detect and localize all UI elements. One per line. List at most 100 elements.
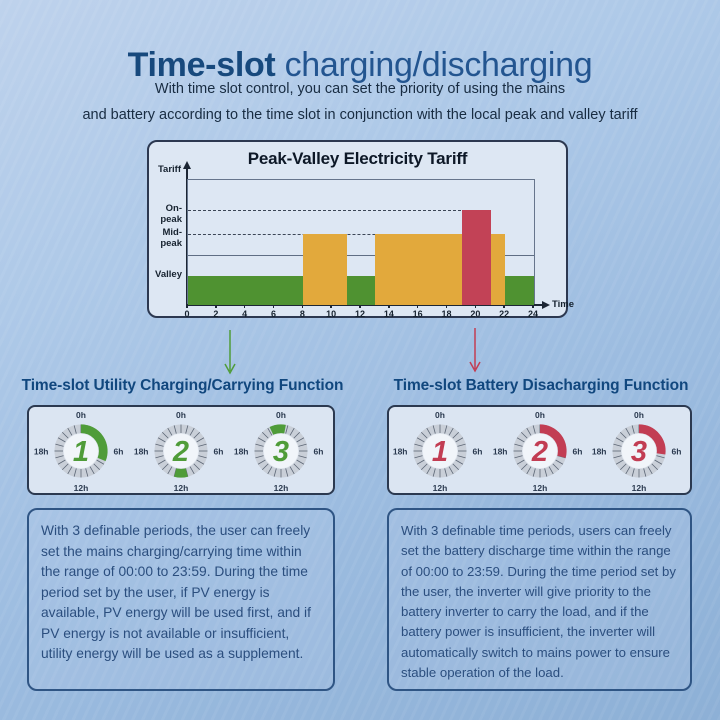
dial-period-arc xyxy=(638,424,666,455)
x-tick-mark xyxy=(215,304,217,308)
dial-tick xyxy=(551,463,559,471)
dial-hour-label: 6h xyxy=(572,447,582,457)
dial-tick xyxy=(613,443,622,447)
dial-tick xyxy=(285,425,289,434)
dial-tick xyxy=(57,437,66,443)
tariff-bar-valley xyxy=(188,276,304,305)
dial-face xyxy=(263,433,299,469)
dial-tick xyxy=(257,437,266,443)
x-tick-label: 2 xyxy=(213,309,219,319)
x-tick-label: 10 xyxy=(326,309,337,319)
dial-tick xyxy=(421,463,428,471)
dial-tick xyxy=(444,468,448,477)
dial-tick xyxy=(73,468,77,477)
dial-tick xyxy=(261,463,269,471)
dial-number: 2 xyxy=(172,436,189,468)
dial-tick xyxy=(273,468,277,477)
subtitle-line-2: and battery according to the time slot i… xyxy=(82,107,638,123)
dial-face xyxy=(521,433,558,469)
dial-tick xyxy=(619,431,627,439)
dial-tick xyxy=(157,437,166,443)
dial-tick xyxy=(289,466,295,475)
x-tick-mark xyxy=(474,304,477,308)
y-level-label-valley: Valley xyxy=(155,269,182,280)
dial-tick xyxy=(298,455,307,459)
dial-tick xyxy=(525,427,531,436)
x-tick-label: 18 xyxy=(441,309,452,319)
x-tick-mark xyxy=(503,304,505,308)
dial-tick xyxy=(455,437,464,443)
dial-hour-label: 12h xyxy=(74,483,89,493)
dial-tick xyxy=(55,455,64,459)
dial-tick xyxy=(198,455,207,459)
dial-face xyxy=(620,433,657,469)
dial-tick xyxy=(452,431,460,439)
dial-tick xyxy=(57,459,66,465)
dial-tick xyxy=(625,466,631,475)
dial-hour-label: 12h xyxy=(274,483,289,493)
dial-tick xyxy=(426,466,432,475)
dial-number: 3 xyxy=(631,436,647,468)
y-axis-label: Tariff xyxy=(157,164,181,175)
dial-tick xyxy=(196,437,205,443)
dial-tick xyxy=(457,443,466,447)
x-tick-label: 12 xyxy=(354,309,365,319)
dial-tick xyxy=(433,425,436,434)
dial-tick xyxy=(261,431,269,439)
tariff-bar-valley xyxy=(505,276,534,305)
dial-tick xyxy=(173,425,177,434)
dial-hour-label: 0h xyxy=(535,410,545,420)
x-axis-arrow-icon xyxy=(542,301,550,309)
page-title-bold: Time-slot xyxy=(127,45,276,84)
timer-dial-1: 1 0h 6h 12h 18h xyxy=(393,410,483,493)
tariff-bar-mid_peak xyxy=(375,234,462,305)
x-tick-label: 14 xyxy=(383,309,394,319)
heading-utility-charging: Time-slot Utility Charging/Carrying Func… xyxy=(21,377,344,394)
dial-tick xyxy=(520,463,528,471)
dial-tick xyxy=(417,459,425,465)
dial-tick xyxy=(516,459,525,465)
dial-tick xyxy=(452,463,460,471)
dial-tick xyxy=(656,455,665,459)
dial-tick xyxy=(196,459,205,465)
y-axis-arrow-icon xyxy=(183,161,191,169)
charging-description-text: With 3 definable periods, the user can f… xyxy=(41,523,311,661)
x-tick-mark xyxy=(301,304,304,308)
gridline-dashed-mid_peak xyxy=(188,234,506,235)
dial-hour-label: 12h xyxy=(174,483,189,493)
dial-hour-label: 6h xyxy=(114,447,124,457)
x-tick-label: 24 xyxy=(527,309,538,319)
tariff-chart-panel: Peak-Valley Electricity Tariff Tariff Ti… xyxy=(147,140,574,319)
dial-tick xyxy=(543,468,547,477)
dial-tick xyxy=(167,427,173,436)
dial-period-arc xyxy=(269,424,286,436)
discharging-description-text: With 3 definable time periods, users can… xyxy=(401,523,676,681)
dial-tick xyxy=(625,427,631,436)
dial-hour-label: 0h xyxy=(76,410,86,420)
dial-tick xyxy=(631,425,635,434)
x-tick-mark xyxy=(186,304,188,308)
dial-tick xyxy=(643,468,646,477)
dial-tick xyxy=(293,431,301,439)
dial-hour-label: 18h xyxy=(134,447,149,457)
gridline-solid xyxy=(188,255,534,256)
x-tick-label: 4 xyxy=(242,309,248,319)
dial-tick xyxy=(414,443,423,447)
discharging-dial-panel: 1 0h 6h 12h 18h 2 0h 6h 12h 18h 3 0h 6h 12h 18h xyxy=(387,405,692,495)
dial-tick xyxy=(554,459,563,465)
dial-tick xyxy=(414,455,423,459)
dial-tick xyxy=(296,437,305,443)
y-level-label-on_peak: On-peak xyxy=(160,203,182,225)
tariff-bar-on_peak xyxy=(461,210,491,305)
dial-tick xyxy=(455,459,464,465)
x-tick-mark xyxy=(243,304,246,308)
discharging-flow-arrow-icon xyxy=(469,328,481,373)
dial-tick xyxy=(55,443,64,447)
x-axis xyxy=(186,304,543,306)
dial-tick xyxy=(255,443,264,447)
dial-tick xyxy=(198,443,207,447)
dial-tick xyxy=(448,466,454,475)
dial-hour-label: 18h xyxy=(592,447,607,457)
dial-hour-label: 0h xyxy=(435,410,445,420)
